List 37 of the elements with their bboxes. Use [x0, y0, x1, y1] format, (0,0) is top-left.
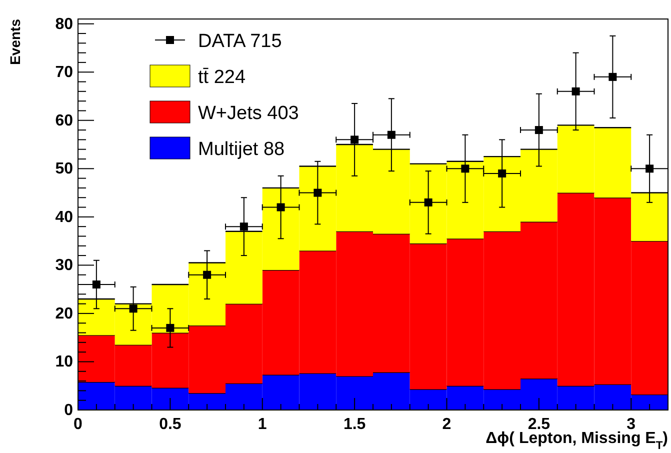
x-tick-label: 2	[442, 416, 452, 433]
x-tick-label: 0.5	[159, 416, 182, 433]
point	[387, 130, 396, 139]
y-tick-label: 10	[55, 354, 74, 371]
y-tick-label: 70	[55, 64, 74, 82]
x-tick-label: 1	[258, 416, 267, 433]
point	[424, 198, 432, 206]
point	[314, 188, 322, 197]
x-tick-label: 2.5	[528, 416, 550, 433]
legend-label: tt̄ 224	[198, 67, 246, 88]
point	[166, 324, 174, 332]
y-tick-label: 80	[55, 16, 74, 33]
x-tick-label: 3	[626, 416, 636, 433]
point	[203, 270, 212, 279]
point	[646, 164, 654, 173]
y-tick-label: 60	[55, 112, 74, 130]
y-axis-title: Events	[7, 18, 23, 65]
legend-label: W+Jets 403	[198, 103, 299, 124]
x-tick-label: 1.5	[343, 416, 366, 433]
x-axis-title: Δϕ( Lepton, Missing E$_{T}$)	[486, 430, 668, 452]
point	[534, 126, 543, 134]
point	[608, 72, 617, 81]
legend-label: Multijet 88	[198, 139, 285, 160]
y-tick-label: 20	[55, 305, 74, 322]
y-tick-label: 0	[64, 402, 74, 419]
point	[350, 136, 359, 144]
point	[129, 304, 138, 313]
legend-label: DATA 715	[198, 31, 282, 52]
y-tick-label: 30	[55, 257, 74, 274]
point	[276, 203, 285, 212]
y-tick-label: 50	[55, 160, 74, 178]
point	[572, 87, 580, 96]
point	[498, 169, 506, 178]
y-tick-label: 40	[55, 208, 74, 226]
point	[240, 222, 248, 231]
point	[461, 164, 470, 173]
point	[92, 280, 100, 288]
